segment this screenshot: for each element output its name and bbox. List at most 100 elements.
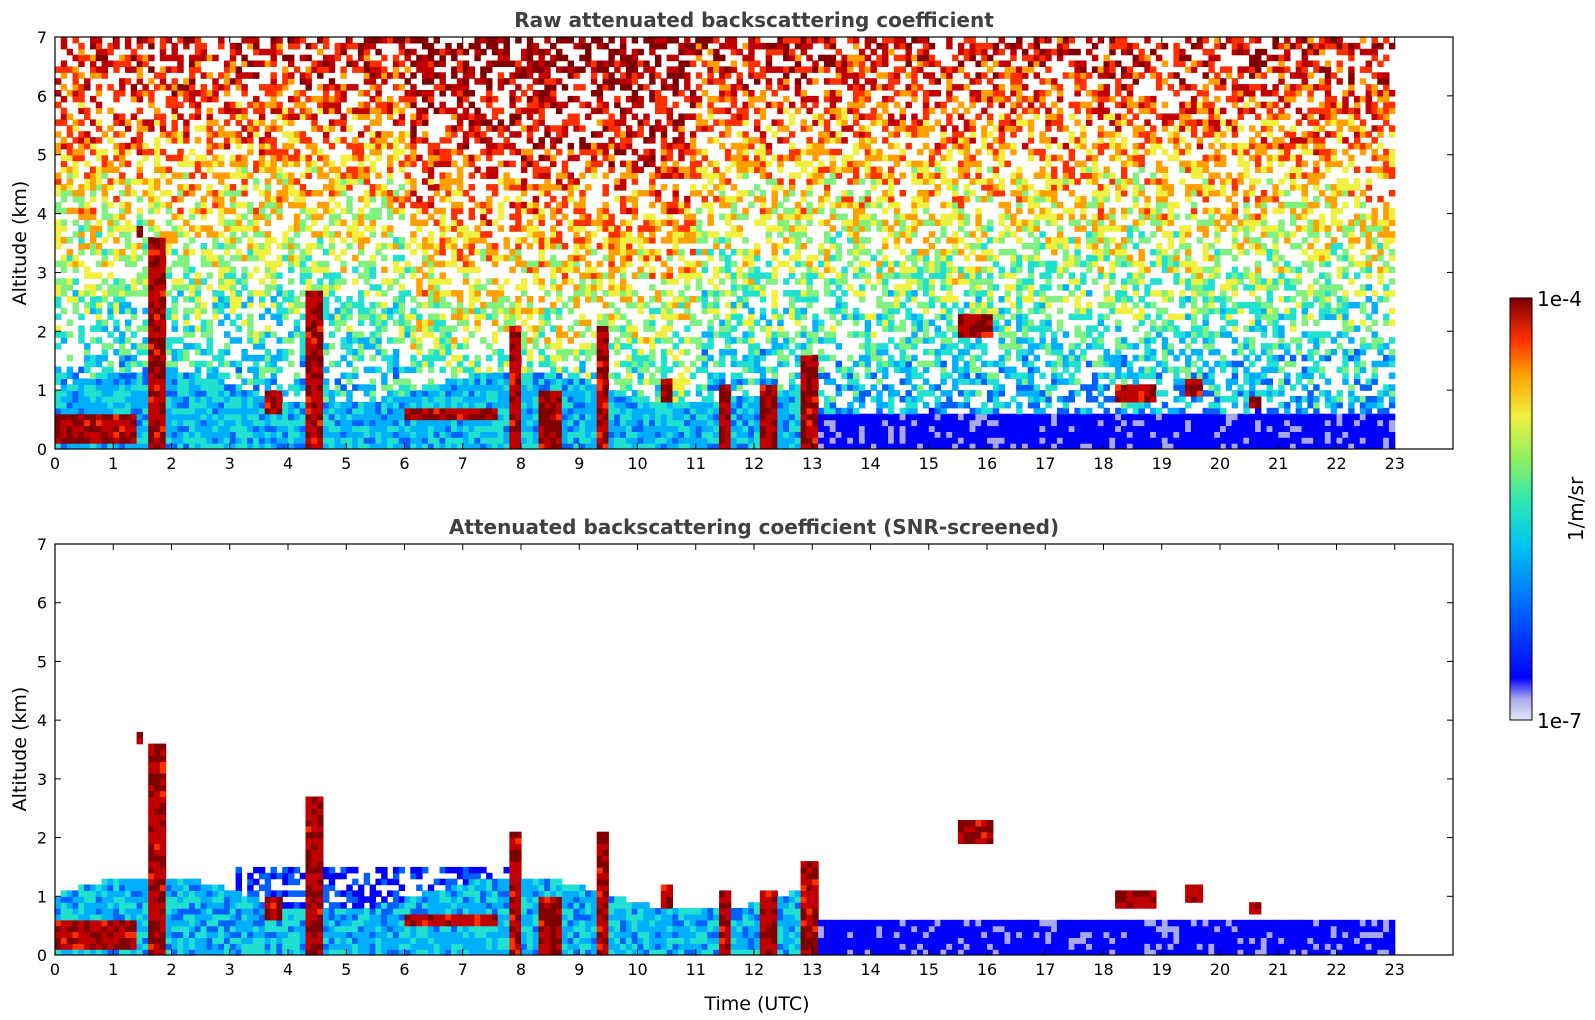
backscatter-cell bbox=[387, 207, 394, 215]
backscatter-cell bbox=[526, 37, 534, 44]
backscatter-cell bbox=[556, 348, 563, 356]
backscatter-cell bbox=[171, 319, 178, 326]
backscatter-cell bbox=[218, 42, 225, 50]
backscatter-cell bbox=[235, 213, 242, 221]
backscatter-cell bbox=[491, 166, 499, 173]
backscatter-cell bbox=[468, 372, 475, 379]
backscatter-cell bbox=[206, 384, 213, 391]
backscatter-cell bbox=[148, 178, 155, 185]
backscatter-cell bbox=[60, 42, 68, 50]
backscatter-cell bbox=[486, 172, 493, 179]
backscatter-cell bbox=[497, 437, 505, 444]
backscatter-cell bbox=[90, 425, 97, 432]
backscatter-cell bbox=[328, 119, 336, 126]
backscatter-cell bbox=[334, 307, 341, 315]
backscatter-cell bbox=[212, 296, 219, 303]
backscatter-cell bbox=[596, 296, 604, 303]
backscatter-cell bbox=[311, 407, 318, 415]
backscatter-cell bbox=[72, 384, 79, 391]
backscatter-cell bbox=[387, 160, 394, 168]
backscatter-cell bbox=[422, 90, 429, 97]
backscatter-cell bbox=[585, 243, 592, 250]
backscatter-cell bbox=[194, 296, 202, 303]
backscatter-cell bbox=[317, 260, 324, 268]
backscatter-cell bbox=[532, 343, 540, 350]
backscatter-cell bbox=[119, 431, 126, 438]
backscatter-cell bbox=[422, 243, 429, 250]
backscatter-cell bbox=[701, 343, 708, 350]
backscatter-cell bbox=[218, 190, 225, 197]
backscatter-cell bbox=[375, 213, 382, 221]
backscatter-cell bbox=[258, 413, 266, 421]
backscatter-cell bbox=[451, 401, 458, 409]
backscatter-cell bbox=[649, 66, 656, 73]
backscatter-cell bbox=[550, 443, 557, 449]
backscatter-cell bbox=[340, 172, 347, 179]
backscatter-cell bbox=[113, 90, 120, 97]
backscatter-cell bbox=[171, 90, 178, 97]
backscatter-cell bbox=[684, 237, 691, 244]
backscatter-cell bbox=[159, 366, 167, 374]
backscatter-cell bbox=[340, 48, 347, 56]
backscatter-cell bbox=[328, 219, 336, 226]
backscatter-cell bbox=[78, 225, 85, 232]
backscatter-cell bbox=[538, 101, 545, 109]
backscatter-cell bbox=[631, 201, 639, 209]
backscatter-cell bbox=[544, 201, 551, 209]
backscatter-cell bbox=[200, 348, 207, 356]
backscatter-cell bbox=[171, 237, 178, 244]
backscatter-cell bbox=[608, 78, 615, 85]
backscatter-cell bbox=[602, 390, 609, 397]
backscatter-cell bbox=[357, 354, 365, 362]
backscatter-cell bbox=[293, 201, 301, 209]
backscatter-cell bbox=[410, 148, 417, 156]
backscatter-cell bbox=[602, 201, 609, 209]
backscatter-cell bbox=[701, 290, 708, 297]
backscatter-cell bbox=[177, 372, 184, 379]
backscatter-cell bbox=[206, 119, 213, 126]
backscatter-cell bbox=[177, 425, 184, 432]
backscatter-cell bbox=[206, 137, 213, 144]
backscatter-cell bbox=[556, 390, 563, 397]
backscatter-cell bbox=[701, 331, 708, 338]
backscatter-cell bbox=[305, 307, 312, 315]
backscatter-cell bbox=[369, 366, 376, 374]
backscatter-cell bbox=[672, 78, 679, 85]
backscatter-cell bbox=[293, 431, 301, 438]
backscatter-cell bbox=[556, 325, 563, 332]
backscatter-cell bbox=[189, 419, 196, 427]
backscatter-cell bbox=[159, 331, 167, 338]
backscatter-cell bbox=[119, 290, 126, 297]
backscatter-cell bbox=[305, 54, 312, 62]
backscatter-cell bbox=[433, 343, 440, 350]
backscatter-cell bbox=[462, 107, 470, 115]
backscatter-cell bbox=[183, 407, 190, 415]
backscatter-cell bbox=[253, 119, 260, 126]
backscatter-cell bbox=[672, 54, 679, 62]
backscatter-cell bbox=[579, 66, 586, 73]
backscatter-cell bbox=[544, 154, 551, 162]
backscatter-cell bbox=[456, 401, 464, 409]
backscatter-cell bbox=[235, 413, 242, 421]
backscatter-cell bbox=[293, 254, 301, 262]
backscatter-cell bbox=[276, 201, 283, 209]
backscatter-cell bbox=[55, 401, 62, 409]
backscatter-cell bbox=[229, 443, 237, 449]
backscatter-cell bbox=[95, 307, 103, 315]
backscatter-cell bbox=[276, 284, 283, 291]
backscatter-cell bbox=[556, 437, 563, 444]
backscatter-cell bbox=[229, 225, 237, 232]
backscatter-cell bbox=[60, 413, 68, 421]
backscatter-cell bbox=[340, 119, 347, 126]
backscatter-cell bbox=[235, 119, 242, 126]
backscatter-cell bbox=[142, 378, 149, 385]
backscatter-cell bbox=[154, 390, 161, 397]
backscatter-cell bbox=[60, 425, 68, 432]
backscatter-cell bbox=[229, 172, 237, 179]
backscatter-cell bbox=[218, 384, 225, 391]
backscatter-cell bbox=[561, 348, 569, 356]
backscatter-cell bbox=[95, 66, 103, 73]
backscatter-cell bbox=[596, 260, 604, 268]
backscatter-cell bbox=[474, 425, 481, 432]
backscatter-cell bbox=[142, 360, 149, 368]
